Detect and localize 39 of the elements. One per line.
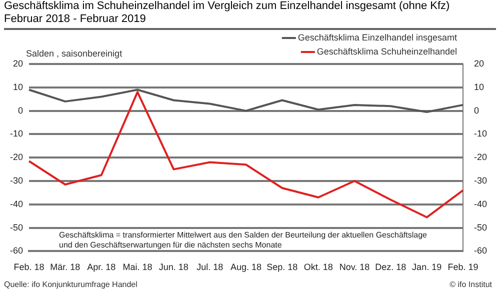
chart-title: Geschäftsklima im Schuheinzelhandel im Vergleich zum Einzelhandel insgesamt (ohne Kfz) [4,0,451,13]
x-tick-label: Jun. 18 [158,262,188,272]
x-tick-label: Nov. 18 [339,262,370,272]
y2-tick-label: -20 [474,152,488,162]
y-tick-label: -40 [10,198,24,209]
legend-label: Geschäftsklima Einzelhandel insgesamt [298,32,458,42]
y-tick-label: -30 [10,175,24,186]
y-tick-label: -60 [10,246,24,256]
y-tick-label: -50 [10,222,24,232]
x-tick-label: Feb. 19 [448,262,478,272]
x-tick-label: Aug. 18 [230,262,262,272]
y-tick-label: 0 [18,105,24,116]
text: © ifo Institut [450,280,492,289]
y2-tick-label: -50 [474,222,488,232]
x-tick-label: Jan. 19 [412,262,442,272]
y2-tick-label: -40 [474,198,488,209]
chart-subtitle: Februar 2018 - Februar 2019 [4,13,147,26]
y2-tick-label: -10 [474,128,488,139]
x-tick-label: Okt. 18 [304,262,333,272]
x-tick-label: Mai. 18 [122,262,152,272]
y-tick-label: -10 [10,128,24,139]
y-axis-title: Salden , saisonbereinigt [26,48,123,58]
legend-label: Geschäftsklima Schuheinzelhandel [316,46,458,56]
x-tick-label: Jul. 18 [196,262,224,272]
x-tick-label: Mär. 18 [50,262,80,272]
y-tick-label: 20 [12,58,24,68]
y2-tick-label: -60 [474,246,488,256]
y-tick-label: 10 [12,82,24,92]
y2-tick-label: 10 [474,82,484,92]
y2-tick-label: -30 [474,175,488,186]
y2-tick-label: 0 [474,105,480,116]
annotation: Geschäftsklima = transformierter Mittelwert aus den Salden der Beurteilung der aktuellen Geschäftslage und den Geschäftserwartungen für die nächsten sechs Monate [59,230,428,250]
x-tick-label: Sep. 18 [266,262,298,272]
x-tick-label: Apr. 18 [87,262,116,272]
x-tick-label: Dez. 18 [375,262,406,272]
source-note: Quelle: ifo Konjunkturumfrage Handel [4,280,138,289]
y-tick-label: -20 [10,152,24,162]
y2-tick-label: 20 [474,58,484,68]
x-tick-label: Feb. 18 [14,262,44,272]
